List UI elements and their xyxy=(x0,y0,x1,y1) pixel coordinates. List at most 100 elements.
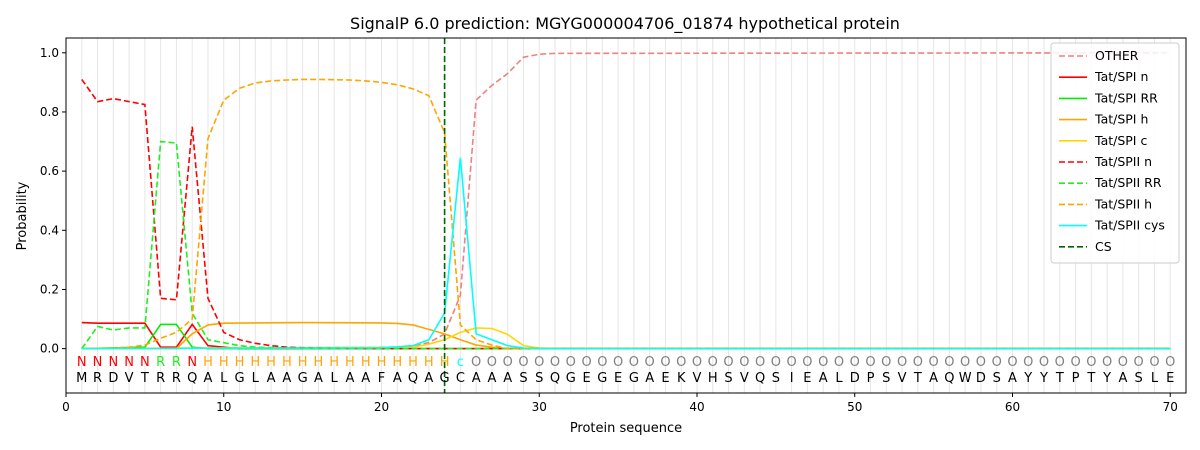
residue-label: P xyxy=(867,371,875,386)
region-label: O xyxy=(1102,355,1112,370)
residue-label: A xyxy=(645,371,654,386)
region-label: O xyxy=(550,355,560,370)
residue-label: A xyxy=(267,371,276,386)
legend-label: Tat/SPI RR xyxy=(1094,90,1158,105)
region-label: O xyxy=(692,355,702,370)
residue-label: E xyxy=(614,371,622,386)
region-label: O xyxy=(818,355,828,370)
residue-label: S xyxy=(519,371,527,386)
x-tick-label: 0 xyxy=(62,400,70,414)
chart-title: SignalP 6.0 prediction: MGYG000004706_01… xyxy=(350,14,900,34)
region-label: O xyxy=(1039,355,1049,370)
region-label: O xyxy=(755,355,765,370)
residue-label: A xyxy=(314,371,323,386)
residue-label: L xyxy=(252,371,260,386)
region-label: O xyxy=(771,355,781,370)
region-label: O xyxy=(566,355,576,370)
series-line xyxy=(81,51,1171,350)
residue-label: R xyxy=(172,371,181,386)
residue-label: H xyxy=(708,371,718,386)
series-line xyxy=(81,78,1171,350)
region-label: O xyxy=(913,355,923,370)
residue-label: P xyxy=(1072,371,1080,386)
series-line xyxy=(81,78,1171,350)
region-label: O xyxy=(676,355,686,370)
residue-label: A xyxy=(929,371,938,386)
region-label: H xyxy=(392,355,402,370)
residue-label: A xyxy=(472,371,481,386)
residue-label: Q xyxy=(408,371,418,386)
series-line xyxy=(81,321,1171,350)
residue-label: A xyxy=(424,371,433,386)
legend-label: Tat/SPI n xyxy=(1094,69,1148,84)
residue-label: A xyxy=(1008,371,1017,386)
region-label: H xyxy=(345,355,355,370)
region-label: H xyxy=(250,355,260,370)
residue-label: L xyxy=(1151,371,1159,386)
residue-label: S xyxy=(1135,371,1143,386)
region-label: O xyxy=(739,355,749,370)
residue-label: F xyxy=(378,371,385,386)
region-label: O xyxy=(1149,355,1159,370)
plot-frame xyxy=(65,37,1187,394)
residue-label: V xyxy=(693,371,702,386)
region-label: O xyxy=(787,355,797,370)
residue-label: L xyxy=(835,371,843,386)
residue-label: S xyxy=(772,371,780,386)
y-tick-label: 0.4 xyxy=(40,223,59,237)
region-label: O xyxy=(850,355,860,370)
legend: OTHER Tat/SPI n Tat/SPI RR Tat/SPI h Tat/SPI… xyxy=(1050,42,1180,264)
residue-label: G xyxy=(234,371,244,386)
legend-label: OTHER xyxy=(1095,48,1139,63)
x-tick-label: 60 xyxy=(1005,400,1020,414)
region-label: O xyxy=(1007,355,1017,370)
residue-label: D xyxy=(850,371,860,386)
region-label: O xyxy=(645,355,655,370)
residue-label: T xyxy=(140,371,149,386)
series-line xyxy=(81,323,1171,350)
region-label: N xyxy=(93,355,103,370)
region-label: H xyxy=(361,355,371,370)
residue-label: T xyxy=(1086,371,1095,386)
residue-label: V xyxy=(125,371,134,386)
region-label: H xyxy=(314,355,324,370)
region-label: O xyxy=(597,355,607,370)
residue-label: T xyxy=(913,371,922,386)
series-line xyxy=(81,140,1171,350)
residue-label: C xyxy=(456,371,465,386)
region-label: O xyxy=(629,355,639,370)
region-label: O xyxy=(723,355,733,370)
residue-label: Y xyxy=(1023,371,1032,386)
residue-label: K xyxy=(677,371,686,386)
residue-label: Y xyxy=(1039,371,1048,386)
y-axis-label: Probability xyxy=(15,181,30,250)
residue-label: A xyxy=(819,371,828,386)
x-tick-label: 40 xyxy=(689,400,704,414)
residue-label: M xyxy=(76,371,87,386)
residue-label: A xyxy=(204,371,213,386)
residue-label: G xyxy=(629,371,639,386)
x-axis-label: Protein sequence xyxy=(570,421,682,436)
region-label: O xyxy=(802,355,812,370)
residue-label: A xyxy=(1118,371,1127,386)
region-label: O xyxy=(487,355,497,370)
residue-label: R xyxy=(156,371,165,386)
residue-label: D xyxy=(108,371,118,386)
y-tick-label: 0.0 xyxy=(40,342,59,356)
legend-label: Tat/SPI c xyxy=(1094,133,1147,148)
residue-label: E xyxy=(803,371,811,386)
region-label: O xyxy=(518,355,528,370)
residue-label: W xyxy=(959,371,972,386)
legend-label: Tat/SPI h xyxy=(1094,112,1148,127)
residue-label: Y xyxy=(1102,371,1111,386)
residue-label: E xyxy=(1166,371,1174,386)
region-label: O xyxy=(881,355,891,370)
region-label: O xyxy=(1070,355,1080,370)
residue-label: V xyxy=(740,371,749,386)
sequence-annotation: NMNRNDNVNTRRRRNQHAHLHGHLHAHAHGHAHLHAHAHF… xyxy=(76,355,1175,386)
x-tick-label: 10 xyxy=(216,400,231,414)
residue-label: E xyxy=(582,371,590,386)
region-label: O xyxy=(1023,355,1033,370)
residue-label: S xyxy=(993,371,1001,386)
